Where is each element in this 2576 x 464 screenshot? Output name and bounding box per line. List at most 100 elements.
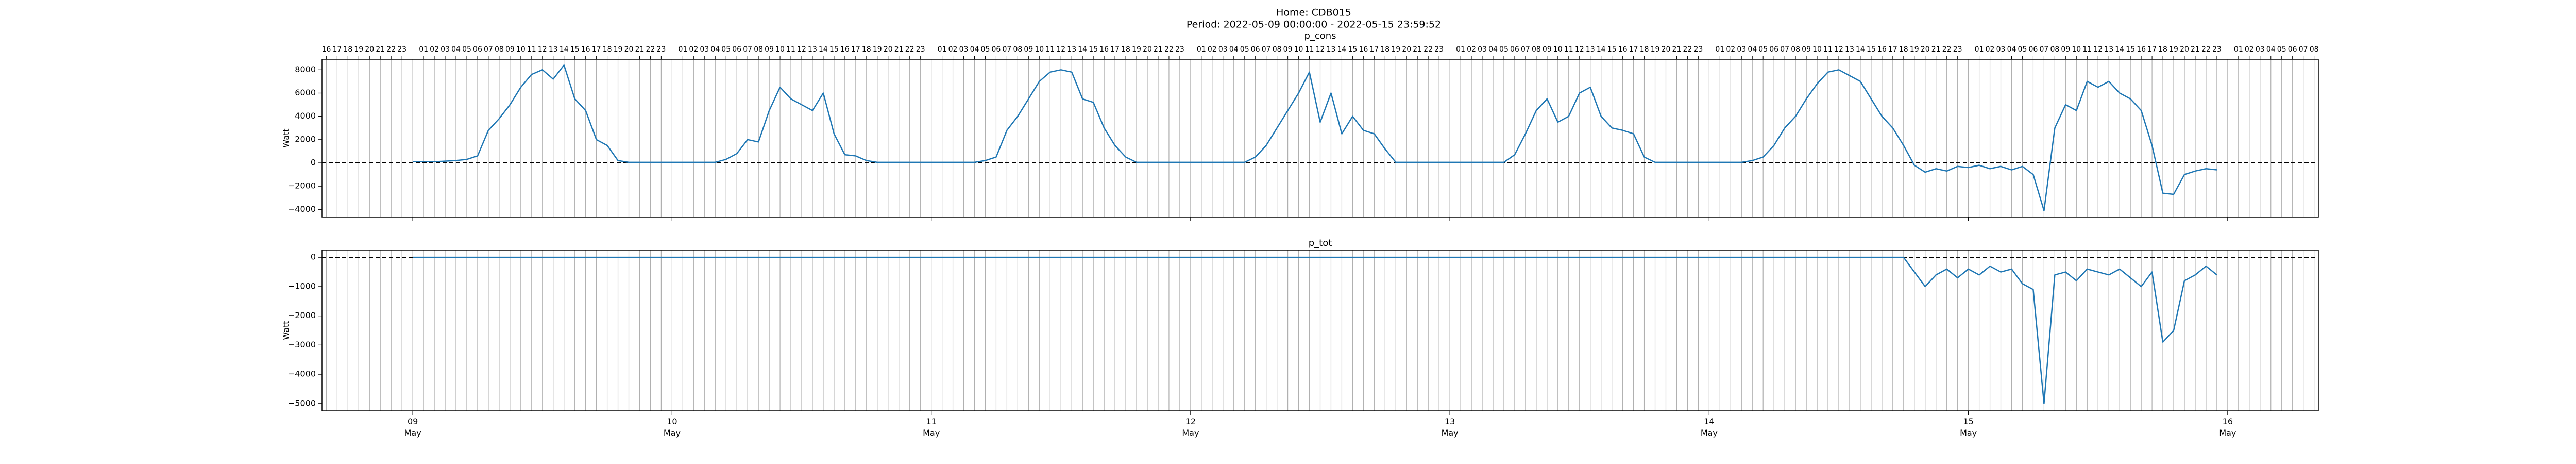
axes-frame — [321, 250, 2319, 411]
top-tick-label: 09 — [1802, 45, 1811, 54]
top-tick-label: 04 — [970, 45, 979, 54]
top-tick-label: 14 — [560, 45, 569, 54]
top-tick-label: 11 — [1823, 45, 1833, 54]
top-tick-label: 20 — [624, 45, 634, 54]
top-tick-label: 11 — [2082, 45, 2092, 54]
top-tick-label: 17 — [1888, 45, 1897, 54]
top-tick-label: 06 — [1510, 45, 1519, 54]
x-tick-label: 10 May — [663, 417, 681, 438]
top-tick-label: 01 — [938, 45, 947, 54]
top-tick-label: 22 — [1423, 45, 1433, 54]
top-tick-label: 06 — [1251, 45, 1260, 54]
top-tick-label: 21 — [635, 45, 645, 54]
top-tick-label: 22 — [386, 45, 396, 54]
top-tick-label: 14 — [819, 45, 828, 54]
top-tick-label: 03 — [1218, 45, 1228, 54]
top-tick-label: 05 — [1758, 45, 1768, 54]
top-tick-label: 20 — [884, 45, 893, 54]
subplot-title: p_tot — [1309, 238, 1332, 248]
top-tick-label: 10 — [1812, 45, 1822, 54]
top-tick-label: 22 — [905, 45, 914, 54]
top-tick-label: 19 — [614, 45, 623, 54]
top-tick-label: 19 — [873, 45, 882, 54]
top-tick-label: 07 — [1002, 45, 1011, 54]
x-tick-label: 14 May — [1700, 417, 1718, 438]
y-tick-label: −5000 — [288, 398, 316, 408]
top-tick-label: 15 — [570, 45, 580, 54]
top-tick-label: 08 — [495, 45, 504, 54]
figure-subtitle: Period: 2022-05-09 00:00:00 - 2022-05-15… — [1187, 19, 1441, 30]
top-tick-label: 07 — [2039, 45, 2048, 54]
top-tick-label: 12 — [1575, 45, 1584, 54]
top-tick-label: 04 — [1488, 45, 1498, 54]
top-tick-label: 01 — [1975, 45, 1984, 54]
top-tick-label: 11 — [1305, 45, 1314, 54]
top-tick-label: 20 — [365, 45, 374, 54]
top-tick-label: 02 — [689, 45, 698, 54]
top-tick-label: 03 — [1996, 45, 2006, 54]
top-tick-label: 10 — [2072, 45, 2081, 54]
top-tick-label: 23 — [2212, 45, 2222, 54]
top-tick-label: 23 — [397, 45, 406, 54]
top-tick-label: 05 — [1240, 45, 1249, 54]
top-tick-label: 17 — [1110, 45, 1120, 54]
top-tick-label: 16 — [1618, 45, 1628, 54]
top-tick-label: 21 — [2191, 45, 2200, 54]
top-tick-label: 12 — [1316, 45, 1325, 54]
top-tick-label: 13 — [1845, 45, 1854, 54]
y-tick-label: −2000 — [288, 310, 316, 320]
top-tick-label: 19 — [1651, 45, 1660, 54]
top-tick-label: 07 — [1521, 45, 1530, 54]
top-tick-label: 20 — [2180, 45, 2189, 54]
top-tick-label: 18 — [1899, 45, 1908, 54]
subplot-title: p_cons — [1304, 30, 1336, 41]
top-tick-label: 10 — [1294, 45, 1303, 54]
top-tick-label: 04 — [451, 45, 461, 54]
top-tick-label: 18 — [343, 45, 352, 54]
top-tick-label: 12 — [538, 45, 547, 54]
top-tick-label: 23 — [1434, 45, 1444, 54]
y-tick-label: −4000 — [288, 369, 316, 379]
top-tick-label: 08 — [1791, 45, 1800, 54]
x-tick-label: 09 May — [404, 417, 421, 438]
top-tick-label: 20 — [1921, 45, 1930, 54]
top-tick-label: 12 — [797, 45, 806, 54]
top-tick-label: 10 — [775, 45, 785, 54]
top-tick-label: 16 — [321, 45, 331, 54]
top-tick-label: 17 — [2147, 45, 2157, 54]
top-tick-label: 03 — [700, 45, 709, 54]
top-tick-label: 13 — [2104, 45, 2113, 54]
top-tick-label: 08 — [2050, 45, 2059, 54]
top-tick-label: 16 — [581, 45, 590, 54]
top-tick-label: 13 — [549, 45, 558, 54]
top-tick-label: 18 — [1121, 45, 1130, 54]
top-tick-label: 05 — [1499, 45, 1509, 54]
figure-title: Home: CDB015 — [1276, 7, 1351, 19]
top-tick-label: 04 — [710, 45, 720, 54]
top-tick-label: 16 — [1359, 45, 1368, 54]
top-tick-label: 15 — [1089, 45, 1098, 54]
top-tick-label: 05 — [462, 45, 471, 54]
top-tick-label: 21 — [376, 45, 385, 54]
top-tick-label: 08 — [1532, 45, 1541, 54]
top-tick-label: 17 — [1629, 45, 1638, 54]
top-tick-label: 14 — [1856, 45, 1865, 54]
top-tick-label: 23 — [1175, 45, 1184, 54]
top-tick-label: 19 — [1391, 45, 1400, 54]
top-tick-label: 01 — [1715, 45, 1724, 54]
top-tick-label: 06 — [2029, 45, 2038, 54]
top-tick-label: 04 — [2266, 45, 2276, 54]
y-tick-label: 8000 — [295, 64, 316, 74]
top-tick-label: 03 — [440, 45, 450, 54]
top-tick-label: 06 — [2288, 45, 2297, 54]
y-tick-label: −3000 — [288, 340, 316, 350]
top-tick-label: 02 — [430, 45, 439, 54]
top-tick-label: 22 — [1683, 45, 1692, 54]
top-tick-label: 09 — [1024, 45, 1033, 54]
top-tick-label: 23 — [1693, 45, 1703, 54]
top-tick-label: 14 — [1078, 45, 1087, 54]
top-tick-label: 20 — [1402, 45, 1411, 54]
top-tick-label: 17 — [1369, 45, 1379, 54]
